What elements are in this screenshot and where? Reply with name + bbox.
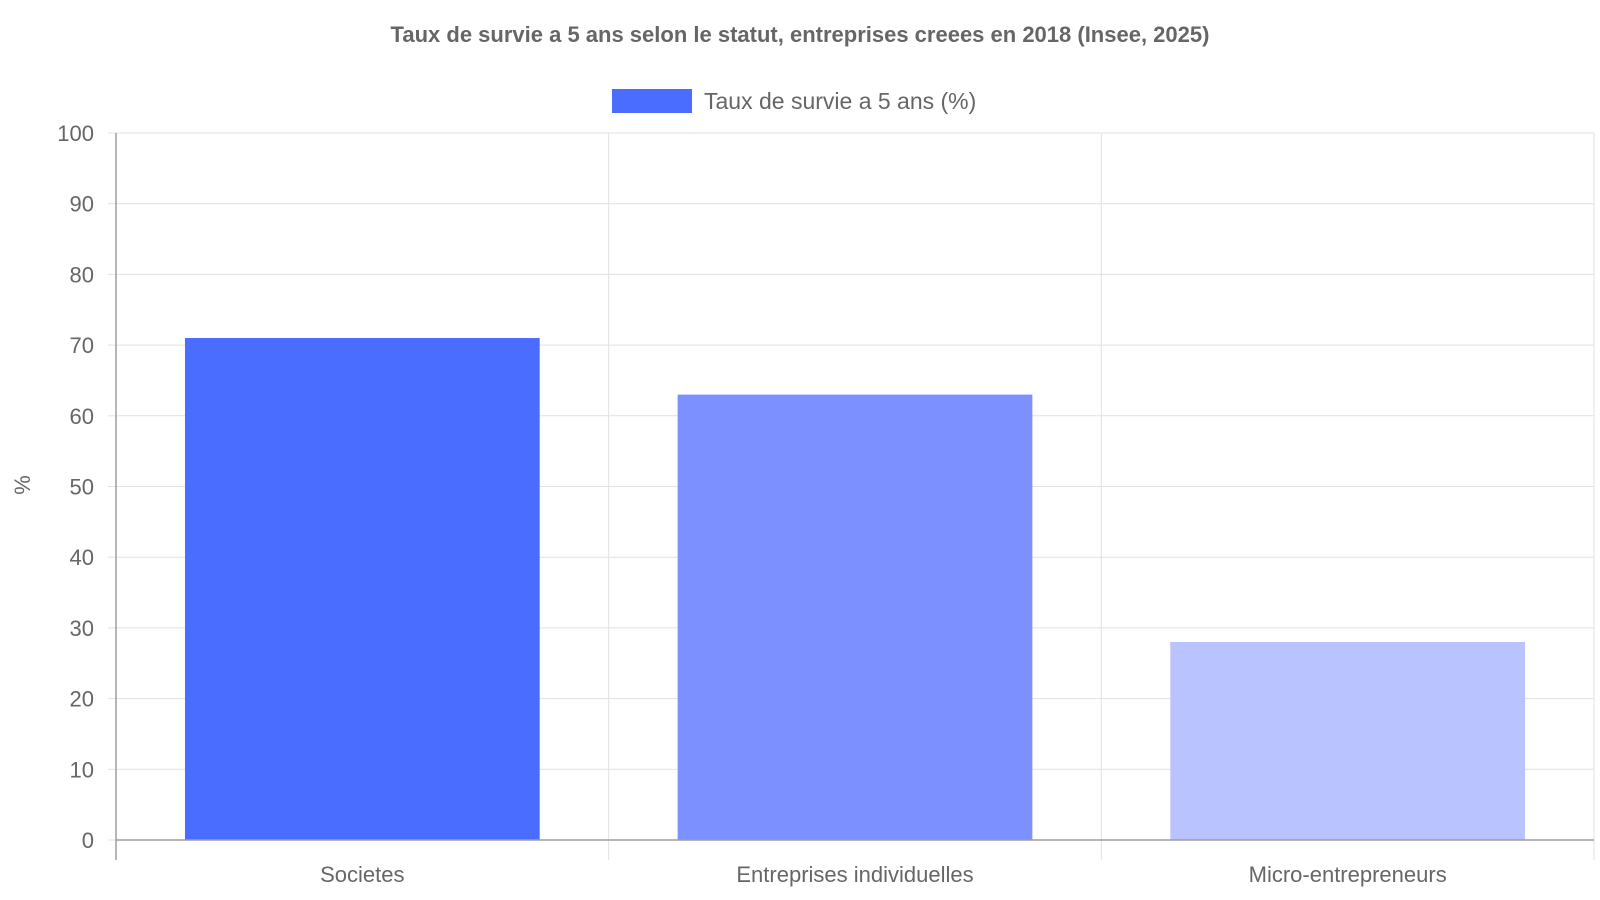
chart-title: Taux de survie a 5 ans selon le statut, … [391, 22, 1210, 47]
y-tick-label: 10 [70, 757, 94, 782]
y-tick-label: 90 [70, 192, 94, 217]
y-tick-label: 60 [70, 404, 94, 429]
x-tick-label: Societes [320, 862, 404, 887]
chart-legend: Taux de survie a 5 ans (%) [612, 88, 976, 114]
y-tick-label: 80 [70, 262, 94, 287]
y-tick-label: 100 [57, 121, 94, 146]
x-tick-label: Micro-entrepreneurs [1249, 862, 1447, 887]
bar-micro-entrepreneurs [1170, 642, 1526, 840]
legend-label: Taux de survie a 5 ans (%) [704, 88, 976, 114]
legend-swatch [612, 89, 692, 113]
y-tick-label: 70 [70, 333, 94, 358]
bar-entreprises-individuelles [677, 394, 1033, 840]
y-tick-label: 40 [70, 545, 94, 570]
y-axis-title: % [10, 475, 35, 495]
y-tick-label: 0 [82, 828, 94, 853]
x-tick-label: Entreprises individuelles [736, 862, 973, 887]
axes [115, 133, 1594, 860]
x-tick-labels: Societes Entreprises individuelles Micro-e… [320, 862, 1447, 887]
y-tick-label: 20 [70, 687, 94, 712]
bar-societes [184, 338, 540, 840]
y-tick-labels: 0 10 20 30 40 50 60 70 80 90 100 [57, 121, 94, 853]
y-tick-label: 50 [70, 475, 94, 500]
bars [184, 338, 1526, 840]
y-tick-label: 30 [70, 616, 94, 641]
